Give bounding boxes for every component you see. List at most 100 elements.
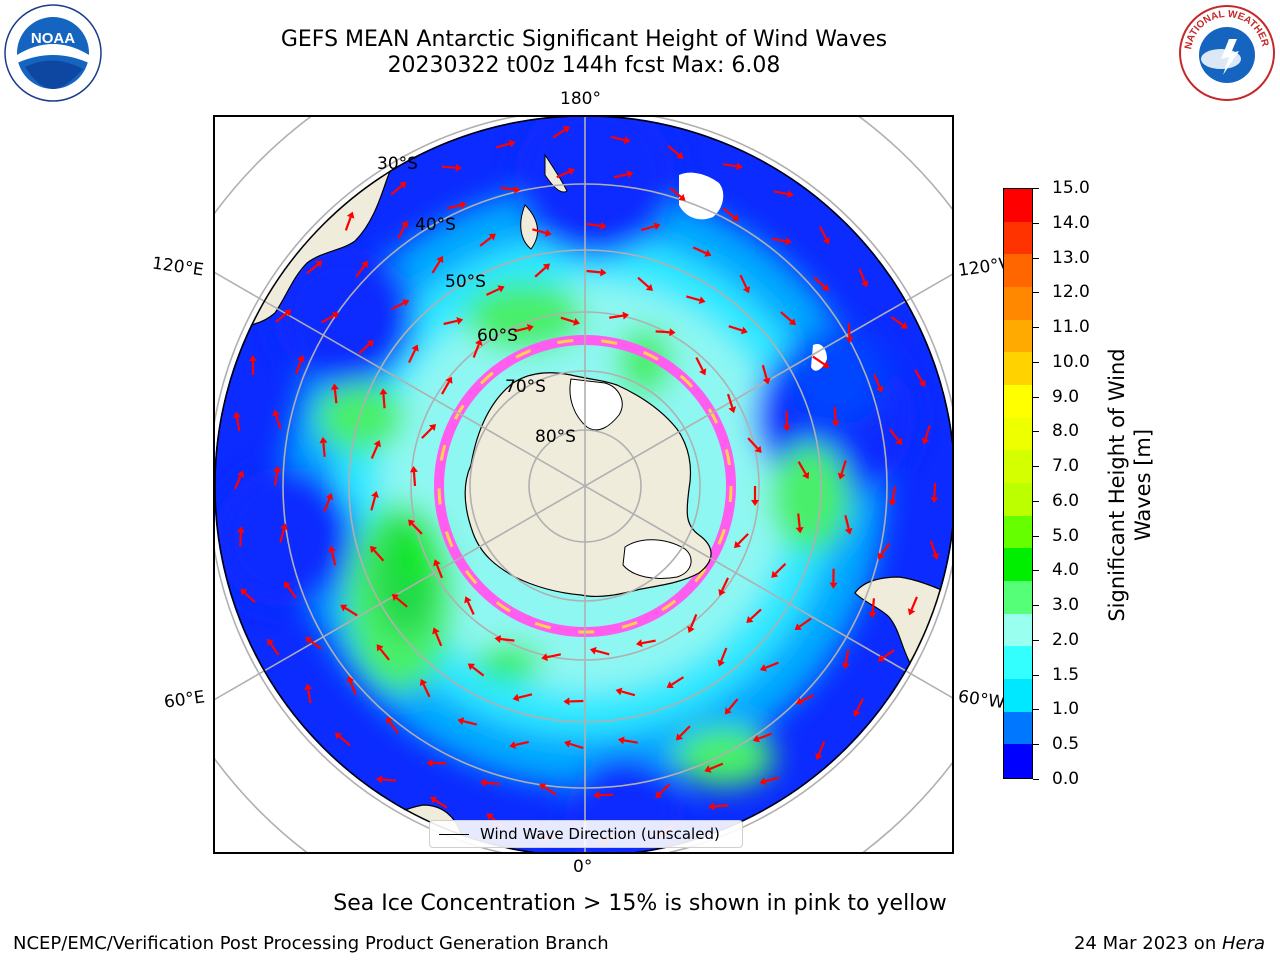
wave-arrow-head [921,437,930,445]
lon-label-120e: 120°E [150,253,205,281]
wave-arrow-head [617,736,625,745]
wave-arrow-head [508,139,516,148]
wave-arrow-head [567,167,575,176]
wave-arrow-shaft [623,739,638,744]
colorbar-label-line1: Significant Height of Wind [1105,348,1129,622]
colorbar-tick-label: 14.0 [1052,212,1090,233]
wave-arrow-head [325,493,334,501]
colorbar-tick [1033,674,1039,676]
wave-arrow-shaft [543,786,557,796]
colorbar-segment [1004,548,1032,582]
colorbar-tick-label: 2.0 [1052,629,1080,650]
wave-arrow-head [868,611,877,619]
wave-arrow-head [456,316,464,325]
colorbar-tick-label: 1.0 [1052,699,1080,720]
wave-arrow-head [888,499,897,507]
wave-arrow-shaft [774,562,787,575]
wave-arrow-head [626,170,634,179]
colorbar-tick [1033,188,1039,189]
wave-arrow-shaft [914,369,923,383]
wave-arrow-head [771,570,779,578]
wave-arrow-shaft [532,228,547,235]
wave-arrow-head [622,311,629,320]
lat-label-30s: 30°S [377,154,418,174]
wave-arrow-head [655,791,663,799]
wave-arrow-head [284,581,291,589]
wave-arrow-head [704,765,712,773]
wave-arrow-shaft [709,762,724,771]
wave-arrow-shaft [514,740,529,747]
wave-arrow-head [759,664,767,672]
wave-arrow-shaft [435,564,444,579]
wave-arrow-shaft [496,142,511,149]
wave-arrow-shaft [309,639,322,650]
colorbar-label: Significant Height of Wind Waves [m] [1104,348,1156,621]
colorbar-segment [1004,581,1032,615]
wave-arrow-shaft [858,268,866,283]
wave-arrow-shaft [722,163,738,168]
wave-arrow-shaft [344,607,358,617]
wave-arrow-shaft [395,596,408,608]
wave-arrow-head [653,222,661,231]
wave-arrow-shaft [534,266,547,278]
wave-arrow-head [931,552,940,560]
footer-date: 24 Mar 2023 on Hera [1074,933,1265,954]
wave-arrow-head [544,229,552,237]
wave-arrow-head [486,813,494,821]
chart-subtitle: 20230322 t00z 144h fcst Max: 6.08 [387,53,781,78]
colorbar-segment [1004,385,1032,419]
lat-label-70s: 70°S [505,377,546,397]
wave-arrow-shaft [479,236,492,247]
colorbar-tick-label: 4.0 [1052,560,1080,581]
wave-arrow-head [509,741,516,749]
wave-arrow-head [900,321,908,329]
wave-arrow-head [815,753,823,761]
wave-arrow-shaft [500,186,515,191]
colorbar-tick [1033,639,1039,641]
colorbar [1003,188,1033,779]
wave-arrow-shaft [881,649,895,659]
wave-arrow-head [831,420,840,427]
wave-arrow-head [376,775,383,784]
wave-arrow-head [600,268,607,277]
wave-arrow-head [280,523,288,531]
wave-arrow-head [542,263,550,271]
wave-arrow-head [436,255,444,264]
wave-arrow-shaft [358,343,371,355]
wave-arrow-shaft [373,549,385,562]
colorbar-tick-label: 10.0 [1052,351,1090,372]
wave-arrow-shaft [441,165,456,169]
wave-arrow-head [386,716,393,725]
wave-arrow-head [795,697,804,705]
footer-date-text: 24 Mar 2023 on [1073,933,1222,954]
wave-arrow-head [236,470,245,478]
wave-arrow-shaft [640,225,656,232]
wave-arrow-head [459,201,467,210]
wave-arrow-shaft [370,445,379,459]
wave-arrow-head [731,214,740,222]
wave-arrow-shaft [737,533,749,545]
wave-arrow-shaft [667,145,680,156]
wave-arrow-head [319,436,328,444]
wave-arrow-head [346,675,355,684]
colorbar-segment [1004,711,1032,746]
wave-arrow-head [328,545,336,553]
wave-arrow-head [370,545,378,553]
wave-arrow-head [513,185,521,194]
wave-arrow-head [845,336,854,344]
wave-arrow-shaft [929,540,937,555]
wave-arrow-head [233,411,241,419]
wave-arrow-head [331,312,340,320]
colorbar-tick [1033,327,1039,329]
colorbar-tick [1033,535,1039,537]
wave-arrow-shaft [714,804,729,808]
wave-arrow-shaft [658,783,671,795]
wave-arrow-shaft [798,617,812,628]
colorbar-tick-label: 8.0 [1052,421,1080,442]
wave-arrow-head [408,519,416,527]
wave-arrow-shaft [421,427,433,439]
wave-arrow-shaft [817,741,826,755]
colorbar-tick-label: 7.0 [1052,456,1080,477]
wave-arrow-head [918,379,926,388]
wave-arrow-shaft [641,639,656,645]
